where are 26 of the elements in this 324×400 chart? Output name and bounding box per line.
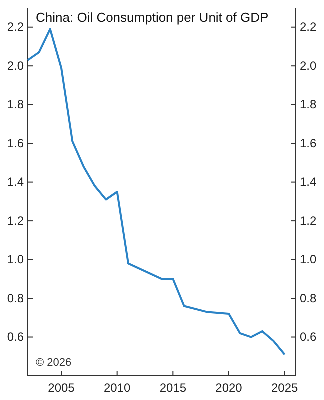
y2-tick-label: 1.6	[300, 136, 318, 150]
y-tick-label: 1.4	[7, 175, 24, 190]
annotation: © 2026	[36, 357, 72, 369]
y-tick-label: 1.8	[7, 98, 24, 112]
y-tick-label: 2.0	[7, 58, 24, 73]
y2-tick-label: 2.2	[300, 20, 318, 34]
line-series	[27, 28, 286, 356]
y2-tick-label: 1.2	[300, 214, 318, 228]
y-tick-label: 1.2	[7, 214, 24, 228]
x-tick-label: 2015	[160, 381, 187, 396]
y2-tick-label: 1.0	[300, 252, 318, 267]
y-tick-label: 0.6	[7, 330, 24, 344]
y2-tick-label: 1.8	[300, 98, 318, 112]
y-tick-label: 0.8	[7, 291, 24, 306]
chart-title: China: Oil Consumption per Unit of GDP	[36, 10, 269, 25]
y2-tick-label: 1.4	[300, 175, 318, 190]
x-tick-label: 2020	[216, 381, 243, 396]
y2-tick-label: 0.8	[300, 291, 318, 306]
x-tick-label: 2025	[271, 381, 299, 396]
y2-tick-label: 2.0	[300, 58, 318, 73]
y-tick-label: 2.2	[7, 20, 24, 34]
x-tick-label: 2010	[104, 381, 132, 396]
x-tick-label: 2005	[48, 381, 76, 396]
y-tick-label: 1.6	[7, 136, 24, 150]
y2-tick-label: 0.6	[300, 330, 318, 344]
y-tick-label: 1.0	[7, 252, 24, 267]
